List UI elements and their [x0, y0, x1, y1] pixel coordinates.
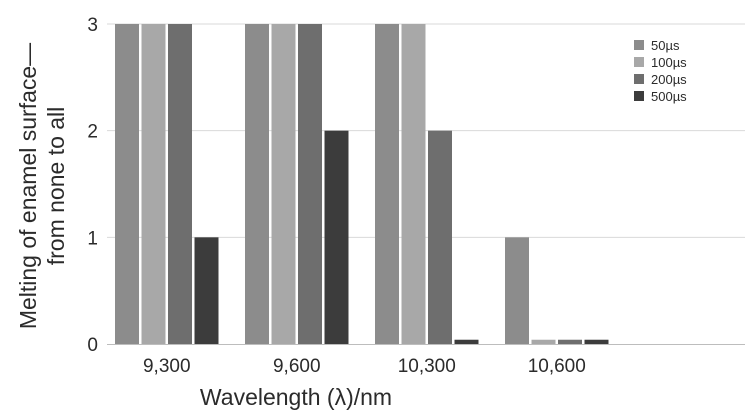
legend-swatch: [634, 91, 644, 101]
y-tick-label: 1: [87, 228, 98, 249]
bar-10600-500µs: [584, 339, 609, 344]
legend-label: 500µs: [651, 89, 687, 104]
x-axis-categories: 9,300 9,600 10,300 10,600: [143, 356, 586, 377]
bar-10600-100µs: [531, 339, 556, 344]
legend: 50µs 100µs 200µs 500µs: [634, 38, 687, 104]
y-axis-title-line-2: from none to all: [43, 107, 69, 266]
legend-swatch: [634, 74, 644, 84]
bar-9300-50µs: [115, 24, 139, 344]
x-axis-title: Wavelength (λ)/nm: [200, 384, 392, 410]
bar-10300-100µs: [401, 24, 426, 344]
bars: [115, 24, 609, 344]
bar-10600-200µs: [558, 339, 582, 344]
y-tick-label: 3: [87, 15, 98, 36]
bar-9300-500µs: [194, 237, 219, 344]
x-category-label: 10,600: [528, 356, 586, 377]
y-axis-ticks: 0 1 2 3: [87, 15, 98, 356]
bar-10300-50µs: [375, 24, 399, 344]
bar-10300-200µs: [428, 130, 452, 344]
x-category-label: 9,600: [273, 356, 321, 377]
legend-label: 200µs: [651, 72, 687, 87]
y-axis-title: Melting of enamel surface— from none to …: [15, 43, 69, 329]
bar-10300-500µs: [454, 339, 479, 344]
bar-9600-100µs: [271, 24, 296, 344]
legend-swatch: [634, 40, 644, 50]
bar-9600-200µs: [298, 24, 322, 344]
y-tick-label: 0: [87, 335, 98, 356]
legend-swatch: [634, 57, 644, 67]
y-tick-label: 2: [87, 122, 98, 143]
gridlines: [107, 23, 745, 238]
bar-9300-100µs: [141, 24, 166, 344]
x-category-label: 10,300: [398, 356, 456, 377]
bar-10600-50µs: [505, 237, 529, 344]
bar-9600-500µs: [324, 130, 349, 344]
bar-9300-200µs: [168, 24, 192, 344]
legend-label: 50µs: [651, 38, 680, 53]
legend-label: 100µs: [651, 55, 687, 70]
x-category-label: 9,300: [143, 356, 191, 377]
y-axis-title-line-1: Melting of enamel surface—: [15, 43, 41, 329]
bar-9600-50µs: [245, 24, 269, 344]
